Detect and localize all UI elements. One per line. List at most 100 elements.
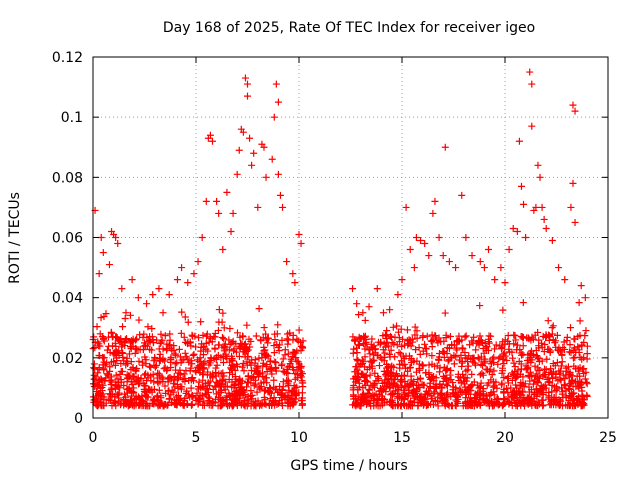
data-point-background [530,391,538,399]
y-axis-label: ROTI / TECUs [7,192,23,284]
data-point-background [181,349,189,357]
data-point [542,224,550,232]
data-point-background [211,344,219,352]
data-point-background [414,376,422,384]
data-point-background [490,367,498,375]
data-point-background [100,312,108,320]
data-point [536,173,544,181]
data-point-background [100,354,108,362]
data-point-background [251,401,259,409]
data-point [571,107,579,115]
data-point-background [111,361,119,369]
data-point-background [363,377,371,385]
data-point [122,309,130,317]
data-point-background [480,396,488,404]
data-point-background [491,345,499,353]
data-point-background [443,391,451,399]
data-point-background [138,402,146,410]
data-point-background [540,348,548,356]
data-point-background [100,337,108,345]
data-point-background [377,338,385,346]
data-point-background [476,395,484,403]
data-point-background [576,317,584,325]
data-point-background [270,342,278,350]
data-point-background [226,325,234,333]
data-point-background [209,401,217,409]
data-point-background [576,353,584,361]
data-point-background [157,330,165,338]
data-point [515,137,523,145]
data-point-background [172,400,180,408]
data-point-background [161,332,169,340]
data-point-background [400,395,408,403]
data-point-background [247,361,255,369]
data-point [134,294,142,302]
data-point-background [481,339,489,347]
data-point-background [522,362,530,370]
data-point-background [158,373,166,381]
data-point-background [361,334,369,342]
data-point-background [274,321,282,329]
data-point-background [500,360,508,368]
data-point-background [577,402,585,410]
data-point-background [437,383,445,391]
data-point-background [165,341,173,349]
data-point-background [90,375,98,383]
data-point-background [244,352,252,360]
data-point-background [282,369,290,377]
data-point-background [365,386,373,394]
data-point-background [576,381,584,389]
data-point-background [293,357,301,365]
data-point-background [231,397,239,405]
data-point-background [438,384,446,392]
data-point-background [283,365,291,373]
data-point-background [566,401,574,409]
data-point-background [201,358,209,366]
data-point-background [163,365,171,373]
data-point [577,282,585,290]
data-point-background [119,353,127,361]
data-point-background [462,332,470,340]
data-point [513,227,521,235]
data-point [581,294,589,302]
data-point-background [297,364,305,372]
data-point-background [205,361,213,369]
data-point-background [114,375,122,383]
data-point-background [406,336,414,344]
data-point-background [412,368,420,376]
data-point-background [404,380,412,388]
data-point-background [557,397,565,405]
data-point-background [216,377,224,385]
data-point-background [422,387,430,395]
data-point-background [147,376,155,384]
data-point-background [279,391,287,399]
data-point-background [353,373,361,381]
data-point [274,98,282,106]
data-point-background [501,349,509,357]
data-point-background [354,393,362,401]
data-point-background [396,360,404,368]
data-point-background [353,349,361,357]
data-point-background [362,377,370,385]
data-point-background [266,384,274,392]
data-point-background [204,347,212,355]
data-point-background [136,331,144,339]
data-point-background [255,383,263,391]
data-point [241,74,249,82]
data-point-background [458,336,466,344]
data-point-background [231,366,239,374]
data-point-background [271,336,279,344]
data-point-background [294,358,302,366]
data-point-background [374,376,382,384]
data-point [219,246,227,254]
data-point-background [466,394,474,402]
data-point-background [485,368,493,376]
data-point-background [538,343,546,351]
data-point-background [564,363,572,371]
data-point-background [551,362,559,370]
data-point-background [186,367,194,375]
data-point-background [289,331,297,339]
data-point-background [413,388,421,396]
data-point-background [393,341,401,349]
data-point-background [396,393,404,401]
